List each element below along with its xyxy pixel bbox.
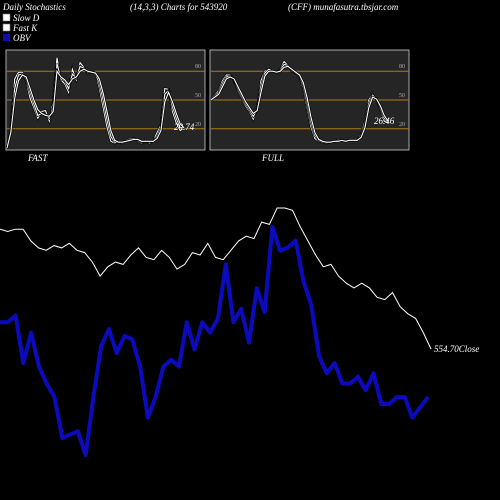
fast-stochastic-panel: 80 50 20 20.74 FAST — [5, 49, 206, 163]
chart-source: (CFF) munafasutra.tbsjar.com — [288, 2, 399, 12]
legend-label-fast-k: Fast K — [12, 23, 38, 33]
full-tick-label: 80 — [399, 64, 405, 70]
legend-swatch-slow-d — [2, 13, 11, 22]
full-panel-label: FULL — [261, 153, 284, 163]
legend: Slow D Fast K OBV — [2, 13, 40, 43]
fast-series-2-line — [6, 68, 185, 149]
fast-last-value: 20.74 — [174, 122, 195, 132]
full-last-value: 26.46 — [374, 116, 395, 126]
legend-swatch-obv — [3, 34, 10, 41]
fast-tick-label: 80 — [195, 64, 201, 70]
fast-tick-label: 20 — [195, 122, 201, 128]
close-value-label: 554.70Close — [434, 344, 479, 354]
legend-label-slow-d: Slow D — [13, 13, 40, 23]
chart-params: (14,3,3) Charts for 543920 — [130, 2, 228, 12]
full-tick-label: 20 — [399, 122, 405, 128]
fast-tick-label: 50 — [195, 93, 201, 99]
legend-label-obv: OBV — [13, 33, 32, 43]
price-obv-panel: 554.70Close — [0, 207, 479, 457]
legend-swatch-fast-k — [2, 23, 11, 32]
close-price-line — [0, 207, 432, 350]
full-stochastic-panel: 80 50 20 26.46 FULL — [209, 49, 410, 163]
full-tick-label: 50 — [399, 93, 405, 99]
chart-title: Daily Stochastics — [2, 2, 66, 12]
full-series-2-line — [210, 65, 389, 143]
fast-panel-label: FAST — [27, 153, 48, 163]
obv-line — [0, 225, 430, 457]
